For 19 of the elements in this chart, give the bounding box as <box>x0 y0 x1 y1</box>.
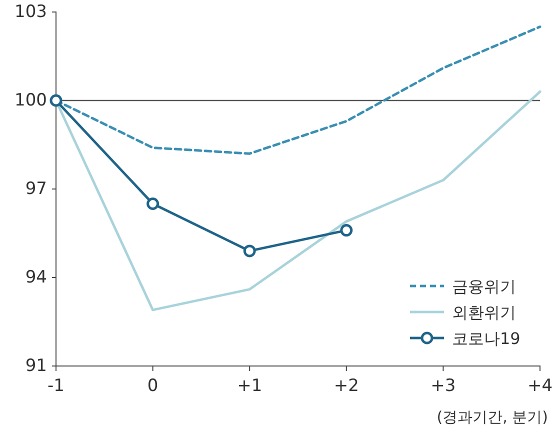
legend-label: 코로나19 <box>452 329 520 348</box>
legend-label: 외환위기 <box>452 303 516 322</box>
point <box>243 244 256 258</box>
point <box>146 198 160 210</box>
y-tick-label: 91 <box>25 356 47 376</box>
point <box>50 94 62 107</box>
point <box>340 224 353 237</box>
x-tick-label: 0 <box>147 376 158 396</box>
x-tick-label: +1 <box>237 376 262 396</box>
legend-label: 금융위기 <box>452 277 516 296</box>
x-tick-label: -1 <box>48 376 64 396</box>
y-tick-label: 97 <box>25 179 47 199</box>
y-tick-label: 94 <box>25 268 47 288</box>
x-axis-title: (경과기간, 분기) <box>436 408 548 426</box>
y-tick-label: 103 <box>14 2 47 22</box>
x-tick-label: +2 <box>334 376 359 396</box>
y-tick-label: 100 <box>14 90 47 110</box>
x-tick-label: +3 <box>430 376 456 396</box>
x-tick-label: +4 <box>527 376 553 396</box>
